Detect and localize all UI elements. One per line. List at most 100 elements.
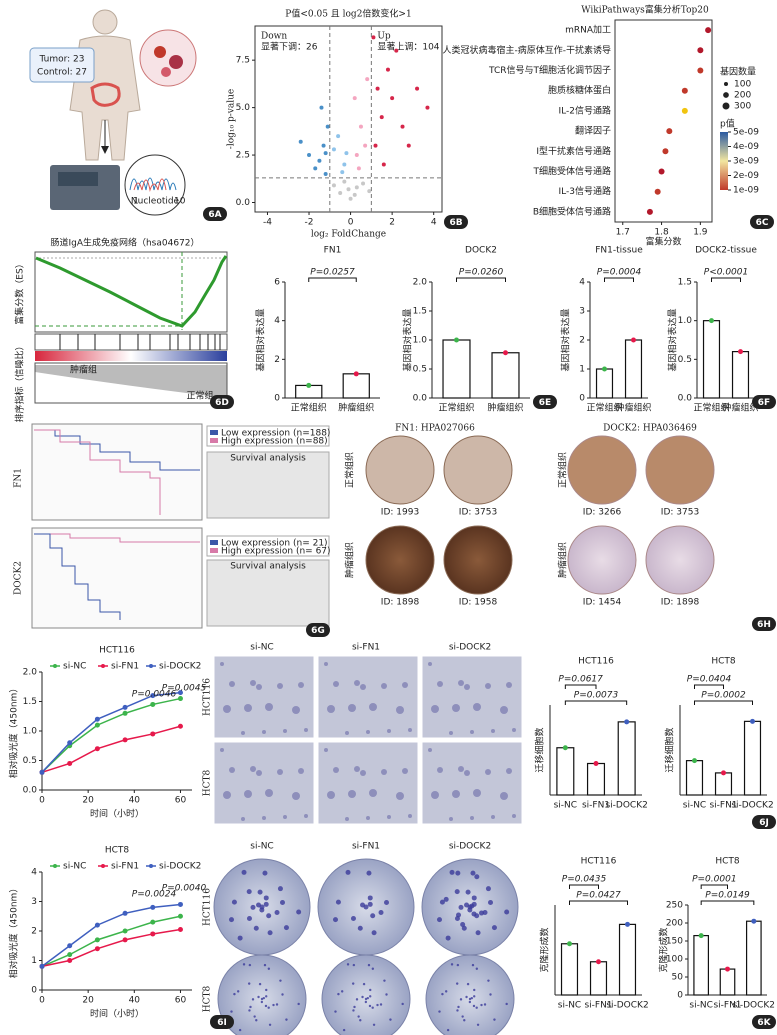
point (321, 143, 326, 148)
cell-blob (428, 662, 432, 666)
point (381, 162, 386, 167)
km-stats-title: Survival analysis (230, 562, 306, 572)
x-tick-label: 1.8 (654, 228, 669, 238)
legend-swatch (210, 548, 218, 553)
colony (455, 982, 459, 985)
colorbar-label: 5e-09 (733, 128, 759, 138)
colony (474, 874, 480, 880)
cell-blob (431, 791, 439, 799)
colony (458, 904, 464, 910)
ihc-id: ID: 1898 (381, 598, 420, 608)
cell-blob (354, 680, 360, 686)
cell-blob (369, 703, 377, 711)
y-tick-label: 1.0 (413, 336, 428, 346)
point (150, 931, 156, 937)
cell-blob (348, 790, 356, 798)
p-value: P=0.0073 (574, 691, 619, 701)
colony (459, 998, 463, 1001)
x-tick-label: si-NC (558, 1001, 581, 1011)
chart-title: HCT116 (578, 657, 614, 667)
bar (442, 339, 471, 399)
colony (257, 995, 260, 999)
p-value: P=0.0617 (558, 675, 603, 685)
km-stats-title: Survival analysis (230, 454, 306, 464)
x-tick-label: si-NC (554, 801, 577, 811)
legend-title: 基因数量 (720, 66, 756, 78)
point (177, 690, 183, 696)
bar (719, 968, 736, 996)
colony (352, 963, 356, 967)
km-panel: FN1 DOCK2 Low expression (n=188) High ex… (14, 423, 331, 629)
assay-images: si-NC si-NC si-FN1 si-FN1 si-DOCK2 si-DOCK2 HC… (203, 643, 523, 1035)
panel-label-bg (752, 395, 776, 409)
point (122, 710, 128, 716)
colony (345, 869, 351, 875)
colony (505, 1002, 508, 1006)
point (319, 105, 324, 110)
category-label: IL-3信号通路 (559, 185, 611, 197)
category-label: B细胞受体信号通路 (533, 205, 611, 217)
legend-label: si-DOCK2 (159, 662, 201, 672)
series-line (41, 697, 181, 773)
y-axis-label: 克隆形成数 (658, 927, 670, 972)
cell-blob (506, 682, 512, 688)
x-tick-label: si-FN1 (582, 801, 610, 811)
colony (475, 1006, 478, 1009)
colony (247, 982, 251, 985)
cell-blob (387, 729, 391, 733)
colony (439, 899, 445, 905)
colony (446, 1028, 450, 1032)
x-tick-label: 20 (82, 796, 94, 806)
point (122, 910, 128, 916)
line-label: HCT8 (203, 769, 213, 796)
seq-end: 10 (174, 197, 186, 207)
y-axis-label: -log₁₀ p-value (227, 89, 237, 149)
significance-bracket (569, 900, 628, 905)
colony (241, 869, 247, 875)
y-tick-label: 1.5 (23, 697, 37, 707)
group-label: si-DOCK2 (449, 842, 491, 852)
cell-blob (366, 730, 370, 734)
point (67, 943, 73, 949)
gsea-barcode-frame (34, 333, 228, 351)
arrow-head (101, 146, 109, 154)
line-label: HCT8 (203, 985, 213, 1012)
colony (468, 1000, 472, 1004)
colony (350, 915, 356, 921)
colony (275, 1003, 279, 1006)
colony (231, 899, 237, 905)
cell (169, 55, 183, 69)
legend-marker (53, 664, 57, 668)
y-axis-label: 基因相对表达量 (255, 308, 267, 371)
cell-blob (458, 766, 464, 772)
y-tick-label: 4 (274, 316, 280, 326)
bar-mean-dot (567, 941, 572, 947)
cell-blob (283, 729, 287, 733)
km-legend (206, 535, 330, 557)
control-count: Control: 27 (37, 68, 87, 78)
point (177, 901, 183, 907)
category-label: 人类冠状病毒宿主-病原体互作-干扰素诱导 (443, 44, 612, 56)
y-tick-label: 4 (31, 868, 37, 878)
p-value: P=0.0024 (132, 890, 177, 900)
colony (250, 904, 256, 910)
cell-blob (485, 769, 491, 775)
colony (372, 1023, 376, 1026)
cell-blob (360, 770, 366, 776)
km-stats (206, 451, 330, 519)
colony (465, 995, 468, 999)
bar (714, 772, 733, 796)
y-tick-label: 2 (579, 336, 585, 346)
line-label: HCT116 (203, 888, 213, 926)
colony (340, 990, 344, 993)
point (363, 143, 368, 148)
point (298, 139, 303, 144)
colony (237, 935, 243, 941)
cell-blob (277, 683, 283, 689)
x-tick-label: 正常组织 (291, 402, 327, 414)
y-tick-label: 5.0 (236, 103, 251, 113)
cell-blob (283, 815, 287, 819)
cell-blob (250, 680, 256, 686)
cell-blob (265, 789, 273, 797)
y-axis-label: 迁移细胞数 (534, 727, 546, 772)
